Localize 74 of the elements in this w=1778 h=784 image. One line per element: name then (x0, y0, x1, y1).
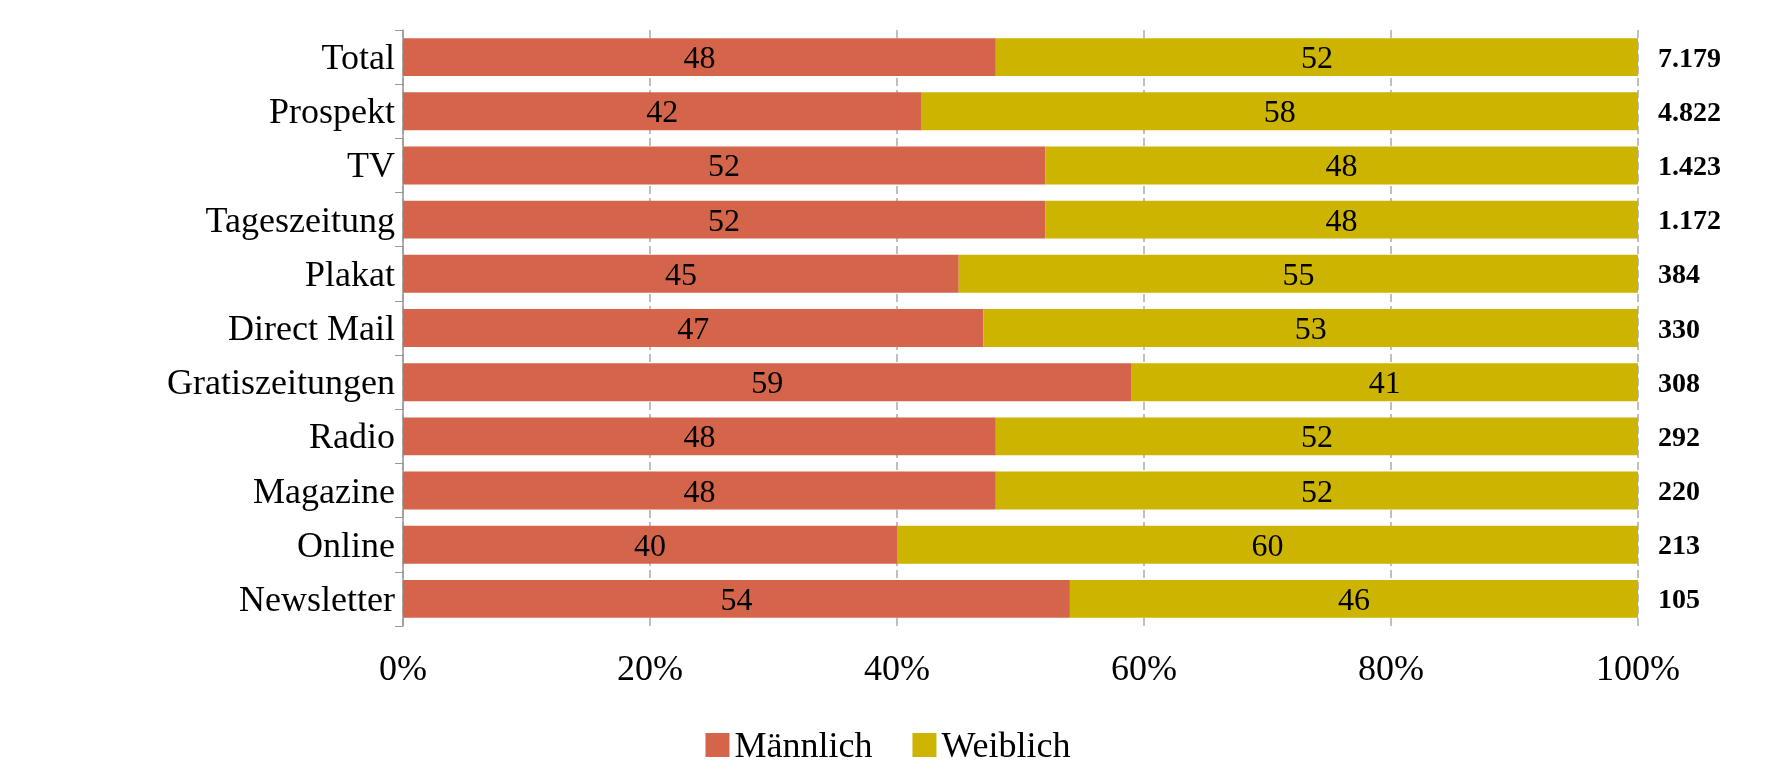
bar (995, 417, 1638, 456)
bar (403, 38, 996, 77)
bar (403, 525, 897, 564)
x-tick-label: 40% (864, 648, 930, 688)
data-label: 40 (634, 526, 666, 563)
legend-label: Männlich (734, 725, 873, 765)
x-tick-label: 100% (1596, 648, 1680, 688)
x-tick-label: 20% (617, 648, 683, 688)
text: 292 (1658, 420, 1700, 452)
bar (403, 417, 996, 456)
y-tick-label: Total (321, 37, 395, 78)
y-tick-label: Online (297, 524, 395, 565)
bar (921, 92, 1638, 131)
data-label: 52 (708, 147, 741, 184)
bar (403, 471, 996, 510)
data-label: 52 (1300, 418, 1333, 455)
data-label: 59 (751, 364, 784, 401)
data-label: 55 (1282, 255, 1315, 292)
y-tick-label: Direct Mail (228, 308, 395, 348)
x-tick-label: 60% (1111, 648, 1177, 688)
data-label: 46 (1337, 580, 1370, 617)
bar (983, 309, 1638, 347)
y-tick-label: Gratiszeitungen (167, 362, 395, 403)
y-tick-label: Magazine (253, 470, 395, 511)
bar (1045, 200, 1638, 239)
bar (897, 525, 1638, 564)
x-tick-label: 80% (1358, 648, 1424, 688)
bar (958, 254, 1638, 293)
bar (1131, 363, 1638, 402)
bar (403, 309, 984, 347)
text: 308 (1658, 366, 1700, 398)
y-tick-label: Radio (309, 416, 395, 457)
text: 105 (1658, 583, 1700, 615)
text: 213 (1658, 529, 1700, 561)
data-label: 53 (1294, 310, 1327, 346)
y-tick-label: Prospekt (269, 91, 395, 132)
bar (403, 363, 1132, 402)
data-label: 41 (1368, 364, 1401, 401)
text: 7.179 (1658, 41, 1721, 73)
data-label: 48 (1325, 201, 1358, 238)
text: 220 (1658, 475, 1700, 507)
data-label: 42 (646, 93, 679, 130)
data-label: 60 (1251, 526, 1284, 563)
bar (403, 146, 1046, 185)
y-tick-label: Tageszeitung (205, 199, 395, 240)
text: 1.423 (1658, 149, 1721, 181)
text: 384 (1658, 258, 1700, 290)
text: 4.822 (1658, 95, 1721, 127)
data-label: 48 (683, 39, 716, 76)
bar (995, 471, 1638, 510)
data-label: 52 (1300, 39, 1333, 76)
legend-label: Weiblich (941, 725, 1071, 765)
data-label: 48 (683, 472, 716, 509)
bar (1045, 146, 1638, 185)
bar (403, 579, 1070, 618)
bar (403, 92, 922, 131)
x-tick-label: 0% (379, 648, 427, 688)
data-label: 47 (677, 310, 710, 346)
bar (995, 38, 1638, 77)
text: 330 (1658, 312, 1700, 344)
text: 1.172 (1658, 204, 1721, 236)
bar (1069, 579, 1638, 618)
data-label: 48 (1325, 147, 1358, 184)
y-tick-label: Newsletter (239, 578, 396, 619)
bar (403, 254, 959, 293)
data-label: 54 (720, 580, 753, 617)
data-label: 48 (683, 418, 716, 455)
bar (403, 200, 1046, 239)
data-label: 58 (1263, 93, 1296, 130)
data-label: 45 (664, 255, 697, 292)
data-label: 52 (1300, 472, 1333, 509)
data-label: 52 (708, 201, 741, 238)
y-tick-label: Plakat (305, 253, 395, 294)
y-tick-label: TV (347, 145, 395, 186)
